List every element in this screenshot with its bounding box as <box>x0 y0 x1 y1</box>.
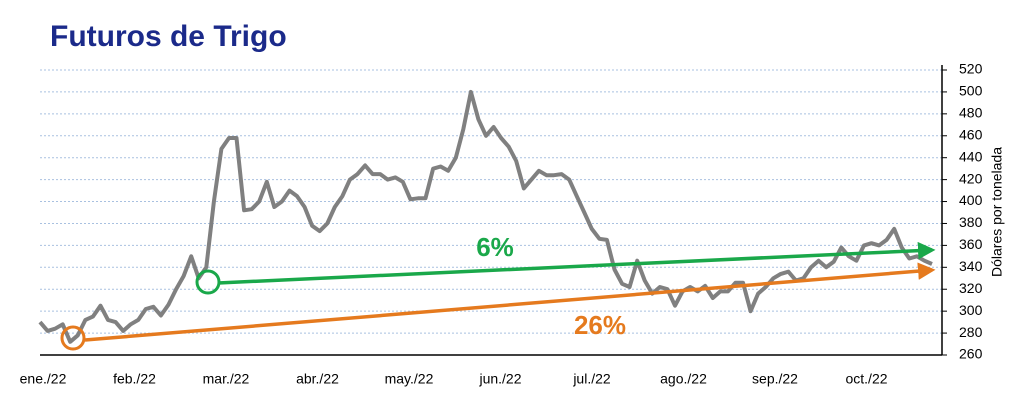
trend-arrow <box>217 241 936 285</box>
y-tick-label: 380 <box>959 214 983 230</box>
y-tick-label: 360 <box>959 236 983 252</box>
price-line <box>38 89 933 344</box>
y-tick-label: 440 <box>959 148 983 164</box>
y-tick-label: 260 <box>959 346 983 362</box>
chart-title: Futuros de Trigo <box>50 20 287 53</box>
y-tick-label: 340 <box>959 258 983 274</box>
x-tick-label: mar./22 <box>203 371 250 387</box>
x-tick-label: ene./22 <box>20 371 67 387</box>
x-tick-label: may./22 <box>385 371 434 387</box>
y-tick-label: 420 <box>959 170 983 186</box>
x-tick-label: sep./22 <box>752 371 798 387</box>
y-axis-label: Dólares por tonelada <box>989 147 1005 277</box>
y-tick-label: 280 <box>959 324 983 340</box>
y-tick-label: 500 <box>959 83 983 99</box>
x-tick-label: feb./22 <box>113 371 156 387</box>
y-tick-label: 480 <box>959 105 983 121</box>
annotation: 6% <box>476 232 514 262</box>
x-tick-label: oct./22 <box>845 371 887 387</box>
y-tick-label: 320 <box>959 280 983 296</box>
start-circle <box>195 269 221 295</box>
y-tick-label: 520 <box>959 61 983 77</box>
x-tick-label: jun./22 <box>478 371 521 387</box>
x-tick-label: ago./22 <box>660 371 707 387</box>
y-tick-label: 400 <box>959 192 983 208</box>
y-tick-label: 300 <box>959 302 983 318</box>
trend-arrow <box>84 262 936 342</box>
x-tick-label: jul./22 <box>572 371 611 387</box>
annotation: 26% <box>574 310 626 340</box>
y-tick-label: 460 <box>959 126 983 142</box>
x-tick-label: abr./22 <box>296 371 339 387</box>
start-circle <box>60 325 86 351</box>
